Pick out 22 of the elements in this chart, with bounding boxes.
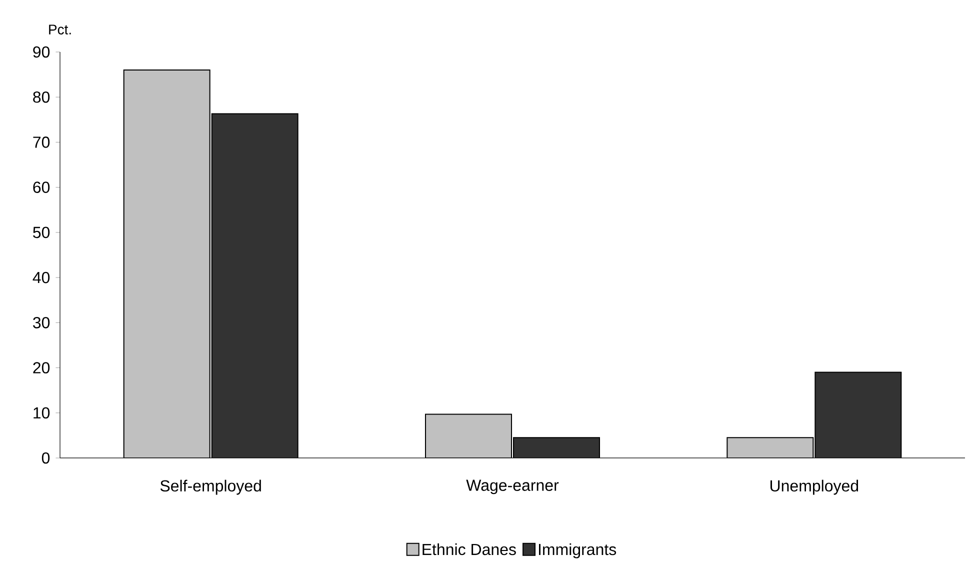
y-tick-label: 70 [33,136,50,148]
bar [726,437,814,458]
bar [513,437,600,458]
y-tick-label: 80 [33,91,50,103]
y-tick-label: 20 [33,362,50,374]
y-tick-label: 50 [33,226,50,238]
legend-label: Ethnic Danes [422,543,516,556]
x-tick-label: Wage-earner [466,480,559,494]
bar [814,372,902,458]
y-tick-label: 40 [32,272,50,284]
y-tick-label: 30 [33,316,50,328]
y-tick-label: 10 [34,407,50,419]
y-axis-title: Pct. [49,24,71,34]
x-tick-label: Unemployed [770,480,858,495]
bar [211,113,298,458]
legend-label: Immigrants [538,543,616,558]
bar [123,70,210,458]
y-tick-label: 0 [42,452,50,464]
x-tick-label: Self-employed [160,480,261,495]
y-tick-label: 60 [33,182,50,193]
bar [425,414,512,458]
y-tick-label: 90 [33,46,50,58]
